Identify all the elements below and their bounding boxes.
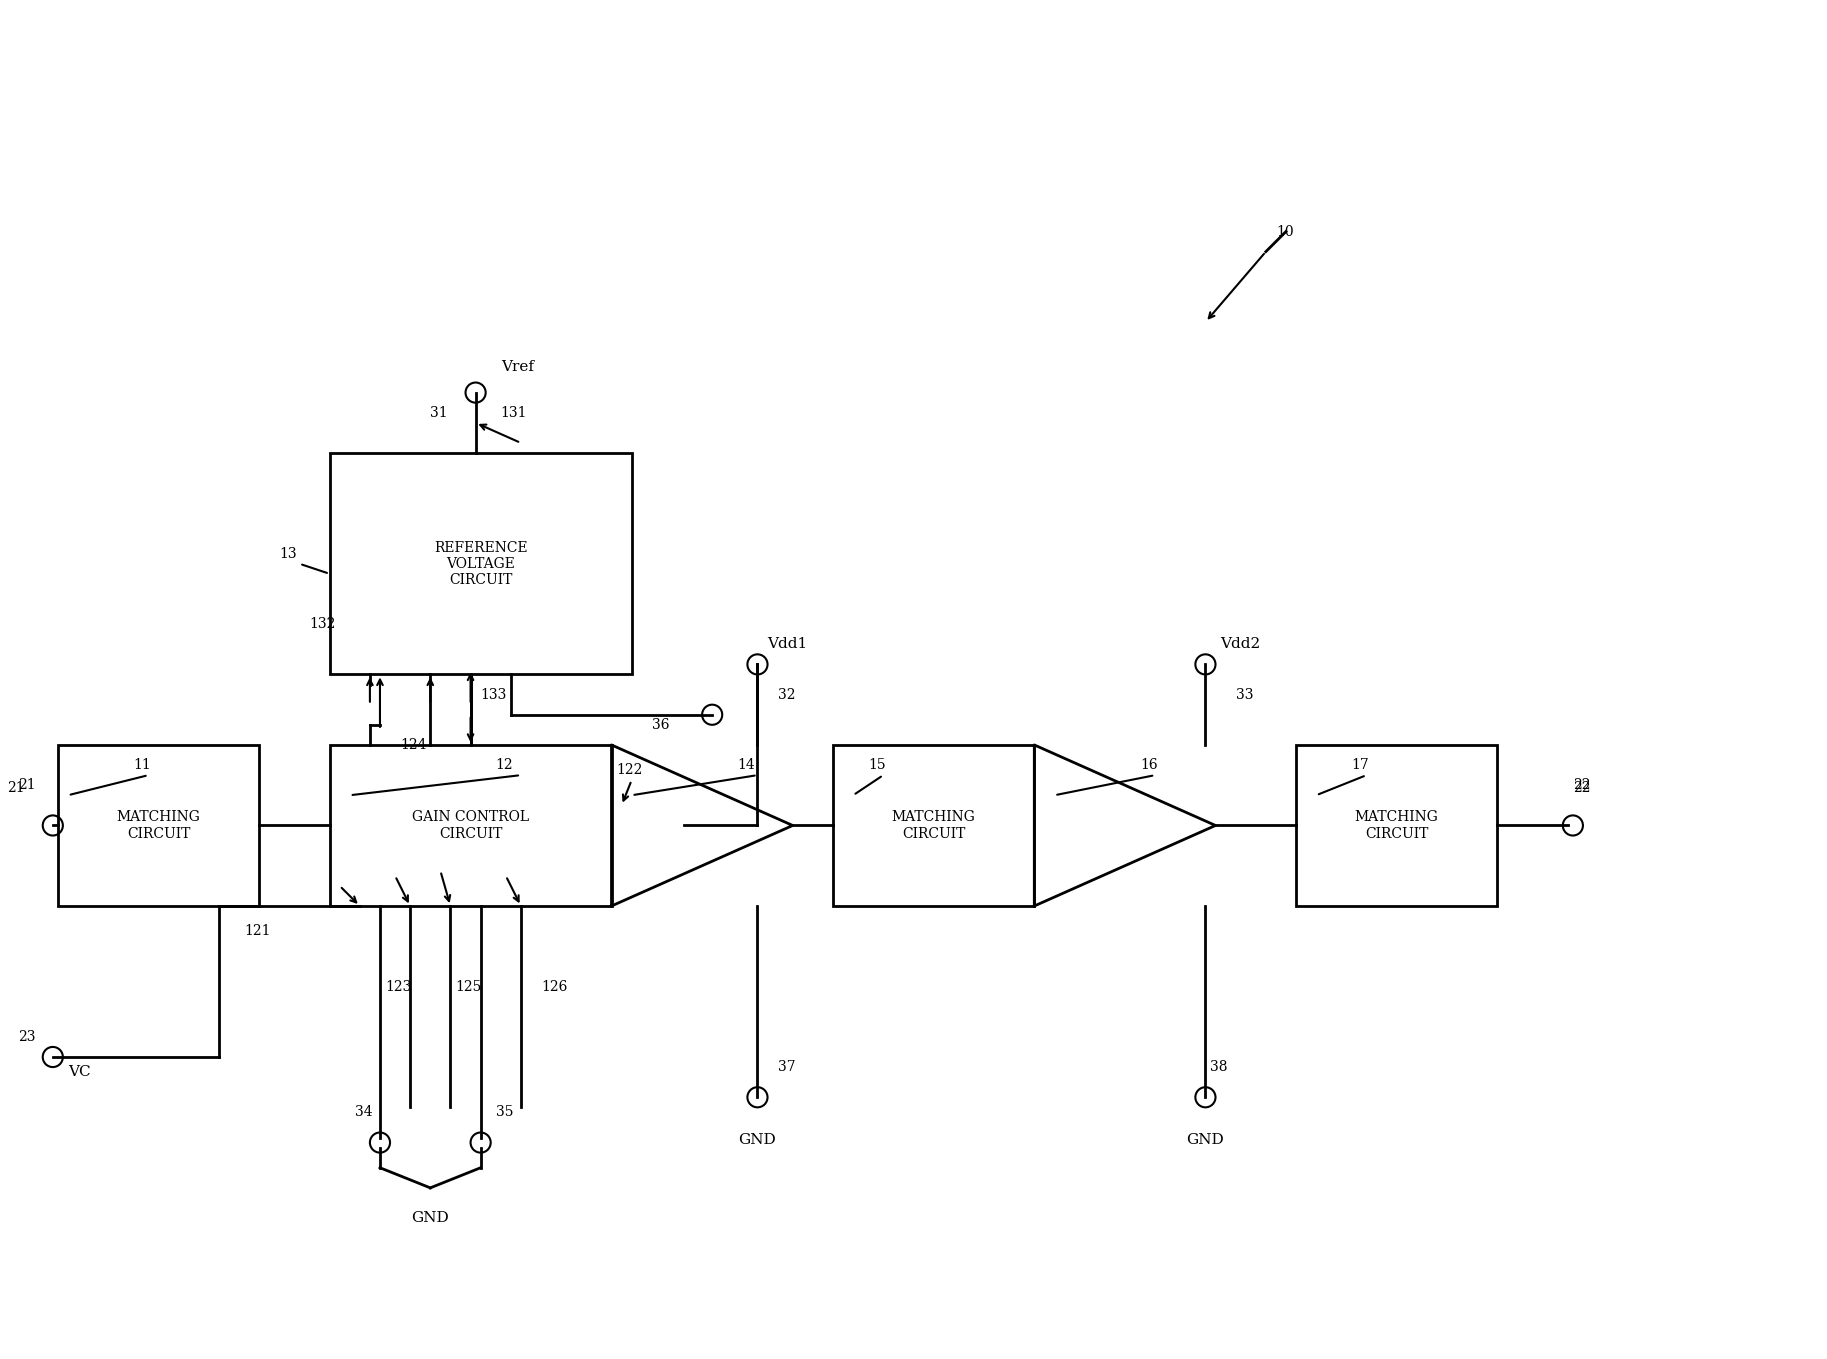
Text: 15: 15	[868, 758, 886, 772]
Text: 123: 123	[385, 980, 411, 993]
Text: 17: 17	[1352, 758, 1368, 772]
FancyBboxPatch shape	[833, 745, 1034, 906]
Text: MATCHING
CIRCUIT: MATCHING CIRCUIT	[1356, 810, 1438, 841]
Text: 35: 35	[495, 1105, 513, 1120]
Text: 37: 37	[778, 1060, 795, 1074]
Text: 133: 133	[481, 688, 508, 701]
Text: MATCHING
CIRCUIT: MATCHING CIRCUIT	[892, 810, 976, 841]
Text: 131: 131	[501, 406, 528, 420]
Text: GND: GND	[1186, 1132, 1224, 1147]
FancyBboxPatch shape	[329, 453, 632, 674]
Text: 23: 23	[18, 1030, 35, 1044]
Text: 31: 31	[431, 406, 448, 420]
Text: VC: VC	[68, 1065, 91, 1079]
Text: 12: 12	[495, 758, 513, 772]
Text: Vdd1: Vdd1	[767, 637, 808, 651]
Text: 13: 13	[280, 546, 298, 561]
Text: 14: 14	[738, 758, 755, 772]
FancyBboxPatch shape	[329, 745, 612, 906]
Text: GND: GND	[411, 1211, 449, 1224]
FancyBboxPatch shape	[58, 745, 259, 906]
Text: 22: 22	[1573, 779, 1589, 792]
Text: 36: 36	[652, 718, 669, 731]
Text: 121: 121	[245, 924, 270, 938]
Text: 125: 125	[455, 980, 482, 993]
Text: Vref: Vref	[501, 360, 533, 375]
Text: MATCHING
CIRCUIT: MATCHING CIRCUIT	[117, 810, 201, 841]
Text: 32: 32	[778, 688, 795, 701]
Text: 132: 132	[309, 617, 336, 631]
Text: 33: 33	[1235, 688, 1253, 701]
Text: 38: 38	[1211, 1060, 1228, 1074]
Text: Vdd2: Vdd2	[1220, 637, 1261, 651]
Text: REFERENCE
VOLTAGE
CIRCUIT: REFERENCE VOLTAGE CIRCUIT	[433, 541, 528, 587]
Text: 11: 11	[133, 758, 152, 772]
Text: 10: 10	[1275, 224, 1294, 239]
Text: 21: 21	[7, 781, 26, 795]
Text: 34: 34	[354, 1105, 373, 1120]
Text: 126: 126	[541, 980, 568, 993]
Text: 22: 22	[1573, 781, 1589, 795]
Text: GAIN CONTROL
CIRCUIT: GAIN CONTROL CIRCUIT	[413, 810, 530, 841]
Text: GND: GND	[738, 1132, 776, 1147]
Text: 122: 122	[616, 764, 643, 777]
Text: 21: 21	[18, 779, 35, 792]
FancyBboxPatch shape	[1295, 745, 1498, 906]
Text: 124: 124	[400, 738, 426, 752]
Text: 16: 16	[1140, 758, 1158, 772]
